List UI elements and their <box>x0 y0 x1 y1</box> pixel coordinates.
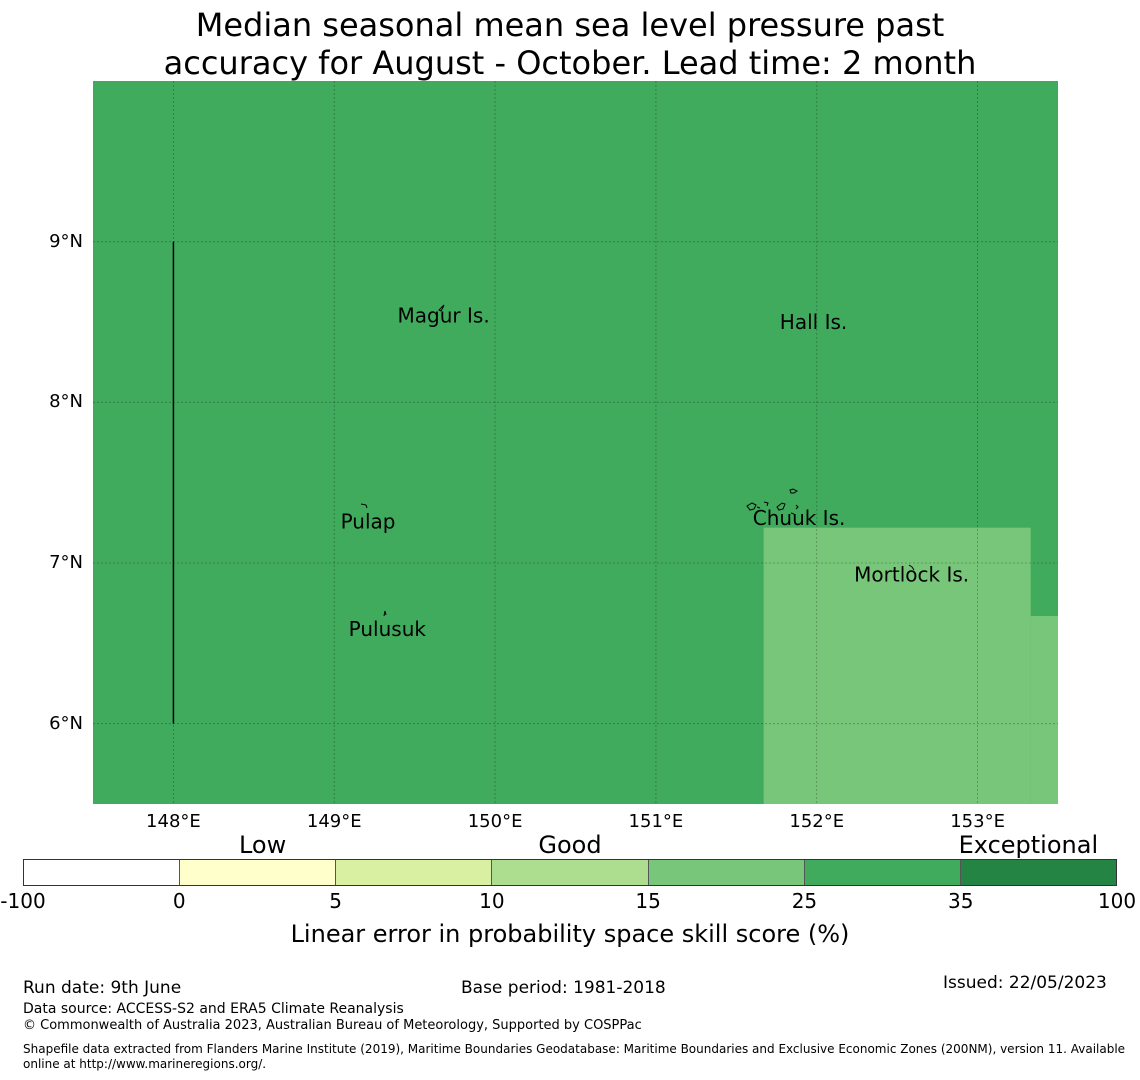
lon-tick-label: 150°E <box>467 811 523 832</box>
colorbar-segment <box>180 860 337 885</box>
base-period: Base period: 1981-2018 <box>461 978 666 998</box>
map-title-line-2: accuracy for August - October. Lead time… <box>163 44 977 82</box>
skill-category-label: Good <box>538 831 602 859</box>
place-label: Hall Is. <box>780 310 847 334</box>
colorbar-tick-label: 100 <box>1097 889 1137 913</box>
place-label: Magur Is. <box>398 304 490 328</box>
skill-region-2 <box>1030 616 1058 804</box>
colorbar-label: Linear error in probability space skill … <box>290 920 850 948</box>
colorbar-tick-label: 35 <box>947 889 974 913</box>
lat-tick-label: 6°N <box>49 712 83 734</box>
colorbar-segment <box>804 860 961 885</box>
issued-date: Issued: 22/05/2023 <box>943 973 1107 993</box>
map-title-line-1: Median seasonal mean sea level pressure … <box>195 6 945 44</box>
colorbar-segment <box>492 860 649 885</box>
place-label: Pulap <box>341 509 396 533</box>
lat-tick-label: 7°N <box>49 552 83 573</box>
skill-category-label: Exceptional <box>958 831 1099 859</box>
run-date: Run date: 9th June <box>23 978 182 998</box>
pulusuk-island-outline <box>383 610 387 617</box>
skill-score-map: Magur Is. Hall Is. Pulap Chuuk Is. Mortlock … <box>93 81 1058 804</box>
colorbar-tick-label: 0 <box>172 889 186 913</box>
colorbar-tick-label: -100 <box>0 889 46 913</box>
magur-island-outline <box>438 304 445 312</box>
skill-region-1 <box>763 527 1031 804</box>
skill-category-label: Low <box>238 831 287 859</box>
place-label: Mortlock Is. <box>854 562 969 586</box>
pulap-island-outline <box>360 503 368 509</box>
colorbar-tick-label: 25 <box>791 889 818 913</box>
place-label: Pulusuk <box>349 617 427 641</box>
lat-tick-label: 9°N <box>49 230 83 252</box>
lon-tick-label: 152°E <box>789 811 845 832</box>
colorbar-segment <box>336 860 493 885</box>
colorbar-tick-label: 5 <box>329 889 342 913</box>
lon-tick-label: 148°E <box>146 811 201 832</box>
lon-tick-label: 149°E <box>306 811 362 832</box>
colorbar-segment <box>960 860 1116 885</box>
skill-score-colorbar <box>23 859 1117 886</box>
data-source: Data source: ACCESS-S2 and ERA5 Climate … <box>23 1001 404 1017</box>
shapefile-credit: Shapefile data extracted from Flanders M… <box>23 1042 1126 1071</box>
lon-tick-label: 151°E <box>628 811 684 832</box>
colorbar-tick-label: 10 <box>479 889 505 913</box>
colorbar-segment <box>24 860 181 885</box>
colorbar-segment <box>648 860 805 885</box>
lon-tick-label: 153°E <box>950 811 1005 832</box>
place-label: Chuuk Is. <box>753 506 846 530</box>
mortlock-island-outline <box>908 564 915 571</box>
copyright-notice: © Commonwealth of Australia 2023, Austra… <box>23 1018 642 1033</box>
lat-tick-label: 8°N <box>49 391 83 413</box>
colorbar-tick-label: 15 <box>635 889 661 913</box>
chuuk-island-outline <box>746 488 799 515</box>
